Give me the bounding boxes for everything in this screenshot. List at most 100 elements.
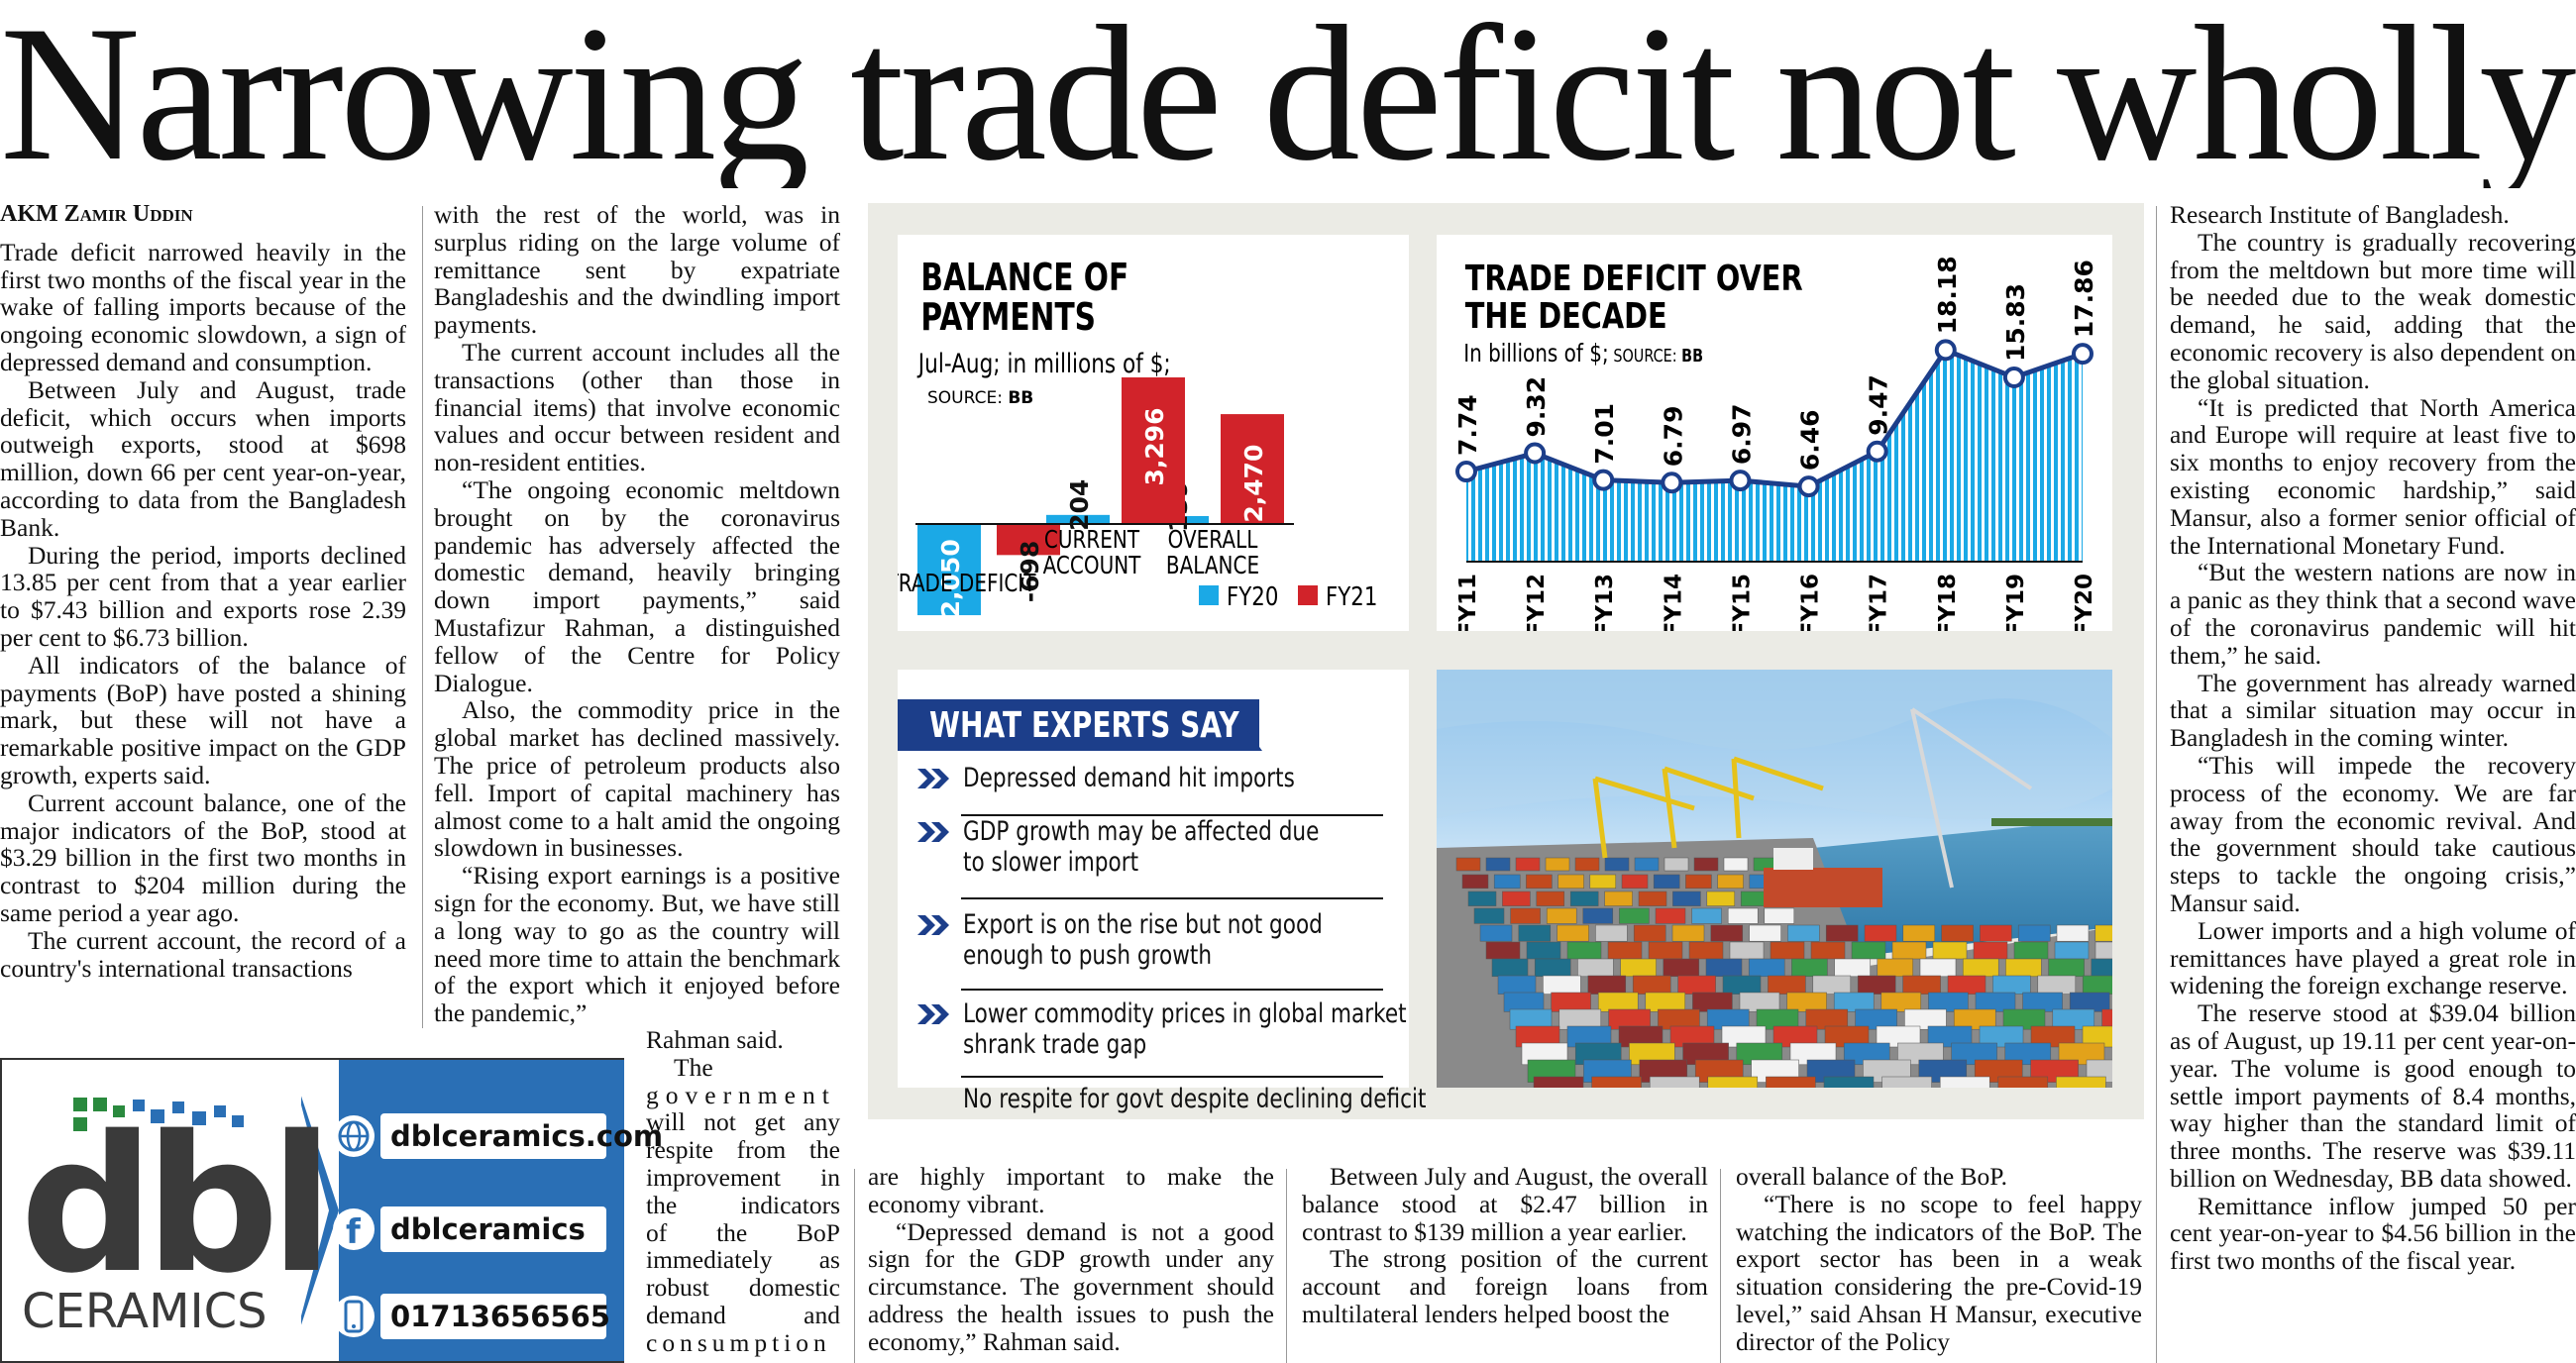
container [2037,975,2077,995]
category-label: ACCOUNT [1043,552,1141,580]
container [1723,857,1749,872]
category-label: CURRENT [1044,526,1139,555]
expert-item: No respite for govt despite declining de… [917,1084,1427,1114]
ad-phone[interactable]: 01713656565 [380,1294,610,1339]
container [1503,992,1545,1012]
paragraph: The country is gradually recovering from… [2170,227,2576,394]
container [1536,891,1565,906]
paragraph: Research Institute of Bangladesh. [2170,200,2510,229]
paragraph: “Rising export earnings is a positive si… [434,861,840,1028]
container [1455,857,1481,872]
container [1919,958,1957,978]
container [2022,992,2063,1012]
double-chevron-icon [917,913,955,944]
container [2004,1042,2052,1066]
paragraph: “This will impede the recovery process o… [2170,750,2576,917]
container [1877,958,1914,978]
container [2005,958,2042,978]
container [1904,1008,1947,1030]
bop-chart: BALANCE OF PAYMENTS Jul-Aug; in millions… [898,256,1377,627]
expert-item: GDP growth may be affected due to slower … [917,816,1383,878]
container [1518,924,1552,942]
container [1502,891,1531,906]
ad-website[interactable]: dblceramics.com [380,1113,663,1159]
category-label: BALANCE [1166,552,1259,580]
container [1881,1076,1932,1088]
container [1672,891,1701,906]
paragraph: The reserve stood at $39.04 billion as o… [2170,998,2576,1193]
container [1764,907,1795,924]
paragraph-line: demand and [646,1300,840,1329]
decade-chart: TRADE DEFICIT OVER THE DECADE In billion… [1453,256,2098,631]
container [1485,857,1511,872]
bop-title-1: BALANCE OF [920,256,1128,300]
container [2017,924,2051,942]
container [2082,975,2112,995]
legend-label: FY20 [1227,581,1278,612]
paragraph: with the rest of the world, was in surpl… [434,200,840,340]
ad-facebook[interactable]: dblceramics [380,1206,606,1252]
bop-chart-card: BALANCE OF PAYMENTS Jul-Aug; in millions… [898,235,1409,631]
container [1638,891,1667,906]
container [1664,857,1689,872]
data-label: 15.83 [2001,283,2030,362]
x-tick-label: FY16 [1798,574,1824,631]
paragraph: “But the western nations are now in a pa… [2170,558,2576,670]
container [1973,941,2008,960]
container [1707,1076,1759,1088]
paragraph-line: consumption [646,1327,831,1357]
container [1825,924,1859,942]
container [1587,975,1627,995]
container [2094,941,2112,960]
container [1545,857,1570,872]
globe-icon [333,1115,375,1157]
container [1582,907,1614,924]
paragraph: “The ongoing economic meltdown brought o… [434,474,840,697]
data-label: 17.86 [2070,260,2098,338]
expert-item-line: Depressed demand hit imports [963,763,1295,793]
paragraph-line: robust domestic [646,1273,840,1303]
paragraph-line: of the BoP [646,1217,840,1247]
container [1685,874,1712,890]
data-point [1661,472,1683,494]
category-label: TRADE DEFICIT [898,570,1036,598]
paragraph: Between July and August, trade deficit, … [0,374,406,542]
container [1706,891,1736,906]
container [1857,975,1896,995]
column-2: with the rest of the world, was in surpl… [434,201,840,1027]
container [1851,941,1886,960]
container [1823,1076,1875,1088]
container [2048,958,2085,978]
column-6: Research Institute of Bangladesh. The cou… [2170,201,2576,1275]
bar-value-label: -698 [1016,541,1044,603]
container [1649,1076,1700,1088]
x-tick-label: FY20 [2072,574,2097,631]
data-point [1524,442,1547,465]
container [1533,1076,1584,1088]
expert-item: Export is on the rise but not good enough… [917,909,1383,971]
container [1951,1042,1997,1066]
legend-label: FY21 [1326,581,1377,612]
data-label: 9.32 [1522,376,1551,438]
paragraph: During the period, imports declined 13.8… [0,540,406,652]
container [1693,857,1719,872]
container [1691,907,1722,924]
container [1677,975,1716,995]
paragraph-line: the indicators [646,1190,840,1219]
facebook-icon: f [333,1208,375,1252]
byline: AKM Zamir Uddin [0,201,193,227]
container [1729,941,1765,960]
container [1526,941,1561,960]
expert-item: Depressed demand hit imports [917,763,1383,793]
expert-item-line: No respite for govt despite declining de… [963,1084,1427,1114]
bop-subtitle: Jul-Aug; in millions of $; [916,348,1171,379]
experts-card: WHAT EXPERTS SAY Depressed demand hit im… [898,670,1427,1114]
container [1574,857,1600,872]
paragraph-line: respite from the [646,1135,840,1165]
legend-swatch [1199,585,1219,605]
container [1543,975,1581,995]
bar-value-label: -2,050 [936,539,965,627]
container [1526,874,1553,890]
bar-value-label: 204 [1065,479,1094,531]
container [1992,975,2031,995]
